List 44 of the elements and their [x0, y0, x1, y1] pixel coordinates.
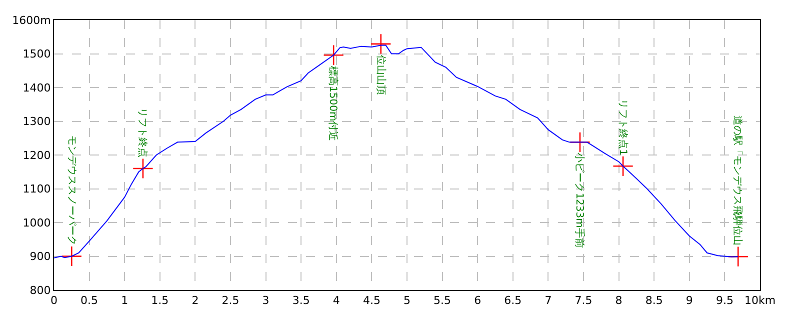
x-tick-label: 8.5: [645, 294, 663, 308]
x-tick-label: 10km: [744, 294, 776, 308]
point: [132, 158, 154, 179]
annotation: 小ピーク1233m手前: [574, 152, 586, 248]
x-tick-label: 2: [192, 294, 199, 308]
x-tick-label: 0.5: [80, 294, 98, 308]
x-tick-label: 5.5: [434, 294, 452, 308]
y-tick-label: 1500: [22, 48, 51, 61]
x-tick-label: 0: [50, 294, 58, 308]
x-tick-label: 6: [474, 294, 482, 308]
x-tick-label: 6.5: [504, 294, 522, 308]
annotation: モンデウススノーパーク: [66, 136, 77, 246]
point: [61, 246, 82, 267]
point: [612, 156, 634, 177]
y-tick-label: 1000: [22, 216, 51, 230]
y-tick-label: 900: [30, 250, 51, 264]
annotation: 道の駅「モンデウス飛騨位山: [732, 115, 744, 246]
point: [728, 246, 749, 268]
y-tick-label: 1100: [22, 182, 51, 196]
point: [323, 44, 344, 66]
x-tick-label: 3.5: [292, 294, 310, 308]
x-tick-label: 8: [615, 294, 622, 308]
x-tick-label: 1.5: [151, 294, 169, 308]
x-tick-label: 9.5: [716, 294, 734, 308]
x-tick-label: 5: [404, 294, 410, 308]
x-tick-label: 4: [332, 294, 340, 308]
y-tick-label: 1600m: [12, 14, 51, 27]
x-tick-label: 9: [686, 294, 693, 308]
annotation: 標高1500m付近: [327, 66, 340, 142]
y-tick-label: 1300: [22, 115, 51, 128]
y-tick-label: 1200: [22, 148, 51, 162]
point: [570, 132, 590, 153]
point: [370, 34, 392, 54]
x-tick-label: 3: [262, 294, 270, 308]
annotation: リフト終点1: [617, 99, 630, 156]
y-tick-label: 800: [30, 284, 51, 297]
y-tick-label: 1400: [22, 81, 51, 94]
x-tick-label: 2.5: [222, 294, 240, 308]
x-tick-label: 1: [121, 294, 128, 308]
annotation: 位山山頂: [374, 55, 387, 96]
x-tick-label: 7: [544, 294, 552, 308]
annotation: リフト終点: [136, 108, 148, 158]
x-tick-label: 7.5: [574, 294, 592, 308]
x-tick-label: 4.5: [362, 294, 380, 308]
